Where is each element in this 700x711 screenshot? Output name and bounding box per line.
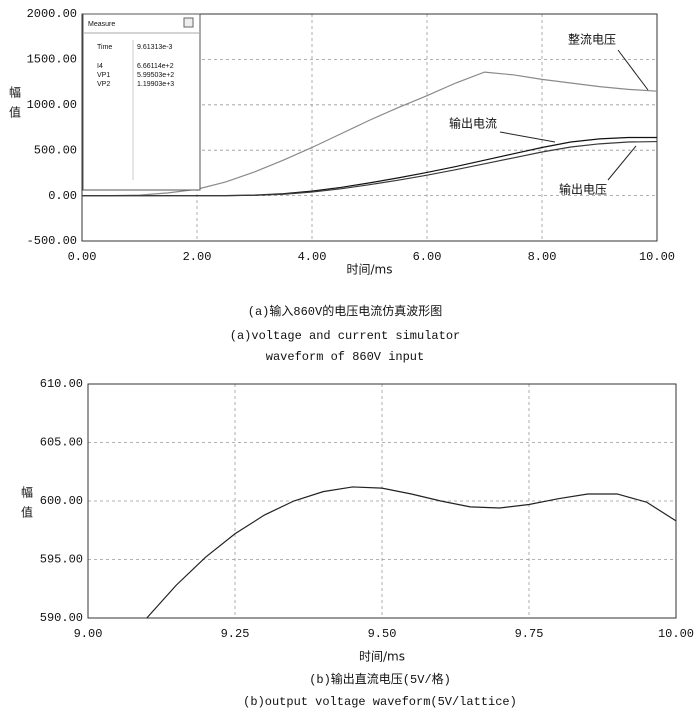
caption: (b)output voltage waveform(5V/lattice) [243, 695, 517, 709]
x-tick-label: 0.00 [68, 250, 97, 264]
caption: (a)输入860V的电压电流仿真波形图 [248, 303, 442, 319]
y-tick-label: 1000.00 [27, 98, 77, 112]
panel-key: VP2 [97, 81, 110, 88]
y-tick-label: 610.00 [40, 377, 83, 391]
panel-key: I4 [97, 63, 103, 70]
series-line [82, 71, 658, 197]
y-tick-label: 595.00 [40, 553, 83, 567]
caption: (b)输出直流电压(5V/格) [309, 671, 451, 687]
x-tick-label: 9.25 [221, 627, 250, 641]
panel-value: 6.66114e+2 [137, 63, 174, 70]
panel-value: 1.19903e+3 [137, 81, 174, 88]
series-label: 整流电压 [568, 32, 616, 47]
y-tick-label: 500.00 [34, 143, 77, 157]
series-line [82, 140, 658, 197]
x-tick-label: 10.00 [639, 250, 675, 264]
series-line [146, 486, 677, 619]
x-tick-label: 8.00 [528, 250, 557, 264]
x-axis-label: 时间/ms [359, 650, 405, 664]
y-axis-label: 幅值 [8, 85, 22, 126]
plot-frame [81, 13, 658, 242]
leader-line [617, 49, 649, 91]
x-tick-label: 2.00 [183, 250, 212, 264]
leader-line [607, 145, 637, 181]
y-tick-label: 0.00 [48, 189, 77, 203]
plot-frame [87, 383, 677, 619]
panel-frame [82, 13, 201, 191]
panel-value: 9.61313e-3 [137, 44, 173, 51]
y-tick-label: -500.00 [27, 234, 77, 248]
x-tick-label: 9.00 [74, 627, 103, 641]
leader-line [499, 131, 556, 143]
panel-value: 5.99503e+2 [137, 72, 174, 79]
series-label: 输出电压 [559, 182, 607, 197]
series-label: 输出电流 [449, 116, 497, 131]
y-tick-label: 1500.00 [27, 53, 77, 67]
x-tick-label: 9.50 [368, 627, 397, 641]
caption: (a)voltage and current simulator [230, 329, 460, 343]
y-tick-label: 590.00 [40, 611, 83, 625]
x-tick-label: 10.00 [658, 627, 694, 641]
x-tick-label: 9.75 [515, 627, 544, 641]
caption: waveform of 860V input [266, 350, 424, 364]
y-tick-label: 2000.00 [27, 7, 77, 21]
panel-close [183, 17, 194, 28]
x-axis-label: 时间/ms [347, 263, 393, 277]
x-tick-label: 4.00 [298, 250, 327, 264]
x-tick-label: 6.00 [413, 250, 442, 264]
panel-title: Measure [88, 21, 115, 28]
y-axis-label: 幅值 [20, 485, 34, 526]
y-tick-label: 600.00 [40, 494, 83, 508]
panel-key: VP1 [97, 72, 110, 79]
panel-key: Time [97, 44, 112, 51]
measure-panel: Measure Time 9.61313e-3 I4 6.66114e+2 VP1 5.99… [82, 13, 201, 191]
y-tick-label: 605.00 [40, 436, 83, 450]
